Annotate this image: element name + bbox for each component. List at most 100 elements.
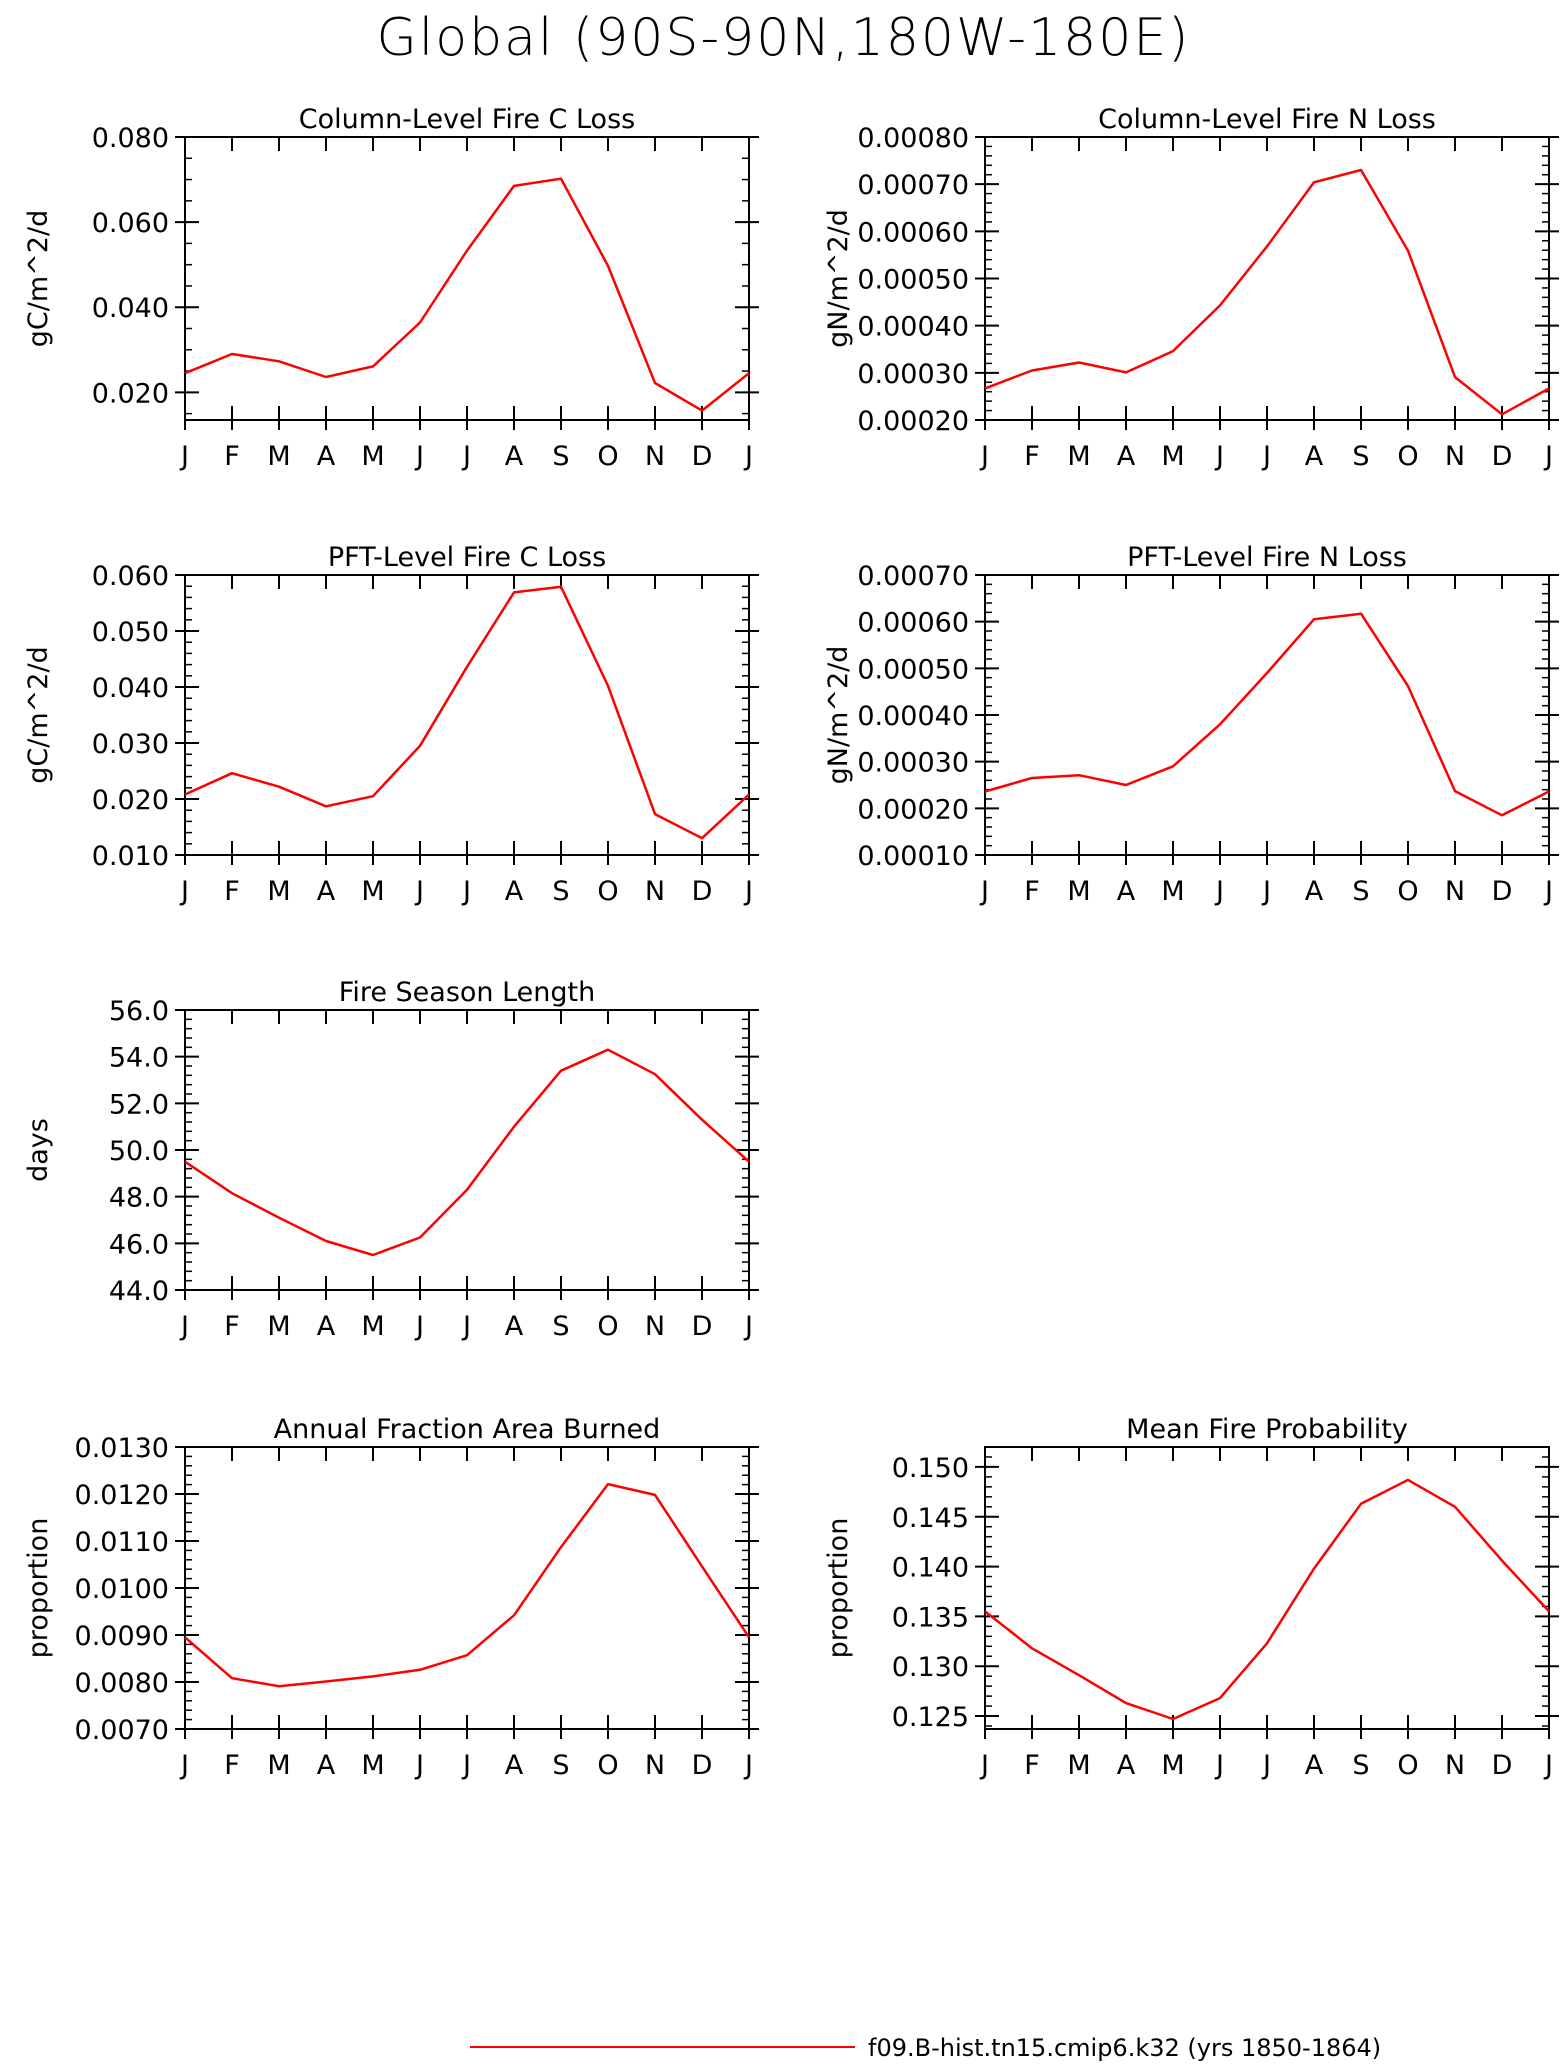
- x-tick-label: A: [317, 441, 336, 472]
- x-tick-label: O: [1397, 441, 1418, 472]
- x-tick-label: S: [552, 876, 569, 907]
- chart-panel: Mean Fire Probability 0.125 0.130 0.135 0.14…: [823, 1414, 1559, 1781]
- x-tick-label: J: [461, 1750, 471, 1781]
- y-tick-label: 0.00040: [857, 701, 969, 732]
- x-tick-label: J: [414, 876, 424, 907]
- x-tick-label: D: [692, 1311, 713, 1342]
- x-tick-label: A: [1305, 441, 1324, 472]
- x-tick-label: F: [224, 876, 240, 907]
- y-tick-label: 0.130: [892, 1652, 969, 1683]
- x-tick-label: J: [1214, 441, 1224, 472]
- x-tick-label: F: [1024, 441, 1040, 472]
- x-tick-label: M: [267, 1750, 290, 1781]
- x-tick-label: J: [461, 876, 471, 907]
- chart-title: Mean Fire Probability: [1126, 1414, 1408, 1445]
- series-line: [184, 1482, 751, 1688]
- x-tick-label: O: [597, 1311, 618, 1342]
- chart-panel: Annual Fraction Area Burned 0.0070 0.0080 0…: [23, 1414, 759, 1781]
- series-line: [184, 177, 750, 412]
- x-tick-label: J: [743, 441, 753, 472]
- plot-frame: [184, 574, 750, 856]
- x-tick-label: D: [692, 441, 713, 472]
- x-tick-label: A: [317, 1311, 336, 1342]
- y-tick-label: 48.0: [109, 1183, 169, 1214]
- x-tick-label: A: [505, 876, 524, 907]
- y-tick-label: 0.150: [892, 1453, 969, 1484]
- x-tick-label: A: [505, 1311, 524, 1342]
- x-tick-label: A: [1117, 1750, 1136, 1781]
- x-tick-label: D: [1492, 876, 1513, 907]
- x-tick-label: M: [267, 876, 290, 907]
- y-tick-label: 0.0090: [75, 1621, 169, 1652]
- y-tick-label: 0.00020: [857, 406, 969, 437]
- y-tick-label: 44.0: [109, 1276, 169, 1307]
- y-axis-label: gC/m^2/d: [23, 210, 54, 347]
- x-tick-label: D: [1492, 441, 1513, 472]
- x-tick-label: M: [267, 1311, 290, 1342]
- x-tick-label: M: [361, 441, 384, 472]
- x-tick-label: J: [743, 1750, 753, 1781]
- y-tick-label: 0.050: [92, 617, 169, 648]
- x-tick-label: M: [1161, 1750, 1184, 1781]
- y-axis-label: proportion: [23, 1518, 54, 1659]
- chart-title: Fire Season Length: [339, 977, 595, 1008]
- y-tick-label: 0.135: [892, 1602, 969, 1633]
- x-tick-label: S: [552, 1750, 569, 1781]
- x-tick-label: J: [179, 1311, 189, 1342]
- x-tick-label: D: [692, 876, 713, 907]
- x-tick-label: S: [1352, 441, 1369, 472]
- y-axis-label: gN/m^2/d: [823, 209, 854, 348]
- chart-panel: PFT-Level Fire C Loss 0.010 0.020 0.030 0.04…: [23, 542, 759, 907]
- legend-label: f09.B-hist.tn15.cmip6.k32 (yrs 1850-1864…: [868, 2034, 1381, 2062]
- series-line: [984, 612, 1550, 817]
- x-tick-label: O: [1397, 876, 1418, 907]
- x-tick-label: A: [505, 1750, 524, 1781]
- x-tick-label: J: [1214, 876, 1224, 907]
- x-tick-label: J: [414, 441, 424, 472]
- x-tick-label: S: [1352, 1750, 1369, 1781]
- x-tick-label: O: [597, 876, 618, 907]
- y-axis-label: gN/m^2/d: [823, 646, 854, 785]
- plot-frame: [984, 136, 1550, 421]
- y-tick-label: 0.00050: [857, 265, 969, 296]
- y-tick-label: 0.00080: [857, 123, 969, 154]
- y-tick-label: 0.030: [92, 729, 169, 760]
- series-line: [984, 168, 1550, 416]
- y-tick-label: 0.080: [92, 123, 169, 154]
- y-tick-label: 0.00060: [857, 217, 969, 248]
- y-tick-label: 0.020: [92, 378, 169, 409]
- x-tick-label: J: [1261, 441, 1271, 472]
- y-tick-label: 0.060: [92, 208, 169, 239]
- y-tick-label: 0.00010: [857, 841, 969, 872]
- plot-frame: [184, 1009, 750, 1291]
- x-tick-label: M: [1067, 876, 1090, 907]
- x-tick-label: J: [743, 876, 753, 907]
- x-tick-label: F: [1024, 876, 1040, 907]
- x-tick-label: O: [597, 441, 618, 472]
- x-tick-label: A: [317, 876, 336, 907]
- plot-frame: [184, 1446, 750, 1730]
- x-tick-label: J: [461, 441, 471, 472]
- y-tick-label: 0.040: [92, 293, 169, 324]
- plot-frame: [184, 136, 750, 421]
- y-tick-label: 0.140: [892, 1553, 969, 1584]
- page-title: Global (90S-90N,180W-180E): [376, 8, 1191, 68]
- x-tick-label: M: [267, 441, 290, 472]
- x-tick-label: J: [1261, 876, 1271, 907]
- series-line: [184, 585, 750, 840]
- y-axis-label: proportion: [823, 1518, 854, 1659]
- x-tick-label: A: [1117, 441, 1136, 472]
- y-tick-label: 0.0120: [75, 1480, 169, 1511]
- x-tick-label: F: [1024, 1750, 1040, 1781]
- y-tick-label: 0.0070: [75, 1715, 169, 1746]
- y-tick-label: 0.125: [892, 1702, 969, 1733]
- x-tick-label: M: [1161, 441, 1184, 472]
- x-tick-label: N: [1445, 1750, 1465, 1781]
- x-tick-label: M: [1067, 1750, 1090, 1781]
- x-tick-label: F: [224, 1750, 240, 1781]
- y-tick-label: 50.0: [109, 1136, 169, 1167]
- y-tick-label: 0.00060: [857, 608, 969, 639]
- x-tick-label: A: [1305, 1750, 1324, 1781]
- x-tick-label: O: [597, 1750, 618, 1781]
- x-tick-label: S: [552, 441, 569, 472]
